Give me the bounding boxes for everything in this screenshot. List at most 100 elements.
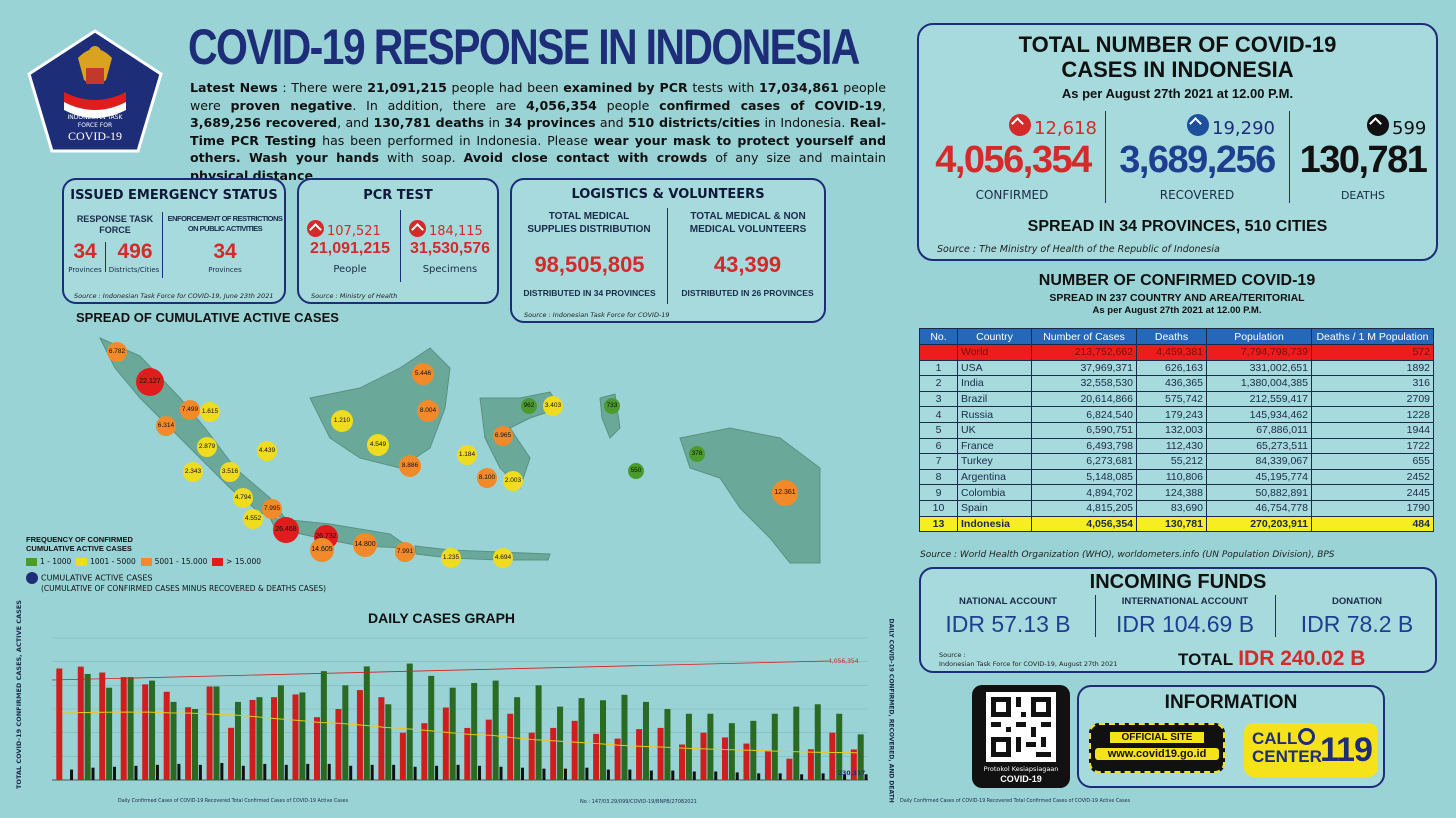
recovered-bar xyxy=(514,697,521,780)
qr-code-card[interactable]: Protokol Kesiapsiagaan COVID-19 xyxy=(972,685,1070,788)
map-bubble: 2.343 xyxy=(183,462,203,482)
table-cell: 50,882,891 xyxy=(1206,484,1312,501)
table-cell: 2452 xyxy=(1311,468,1434,486)
death-bar xyxy=(671,770,675,780)
death-bar xyxy=(864,774,868,780)
legend-label: 1 - 1000 xyxy=(40,557,72,566)
confirmed-bar xyxy=(850,749,857,780)
death-bar xyxy=(112,766,116,780)
table-cell: France xyxy=(957,437,1032,455)
legend-swatch-green xyxy=(26,558,37,566)
death-bar xyxy=(413,766,417,780)
chart-footer: No : 147/03.29/099/COVID-19/BNPB/2708202… xyxy=(580,799,697,805)
emergency-l3: Provinces xyxy=(208,266,242,274)
recovered-bar xyxy=(213,686,220,780)
pcr-title: PCR TEST xyxy=(363,188,433,203)
confirmed-bar xyxy=(442,707,449,780)
legend-title-2: CUMULATIVE ACTIVE CASES xyxy=(26,544,132,553)
death-bar xyxy=(220,762,224,780)
table-cell: Spain xyxy=(957,499,1032,517)
chart-title: DAILY CASES GRAPH xyxy=(368,610,516,626)
confirmed-bar xyxy=(142,684,149,780)
death-bar xyxy=(177,763,181,780)
recovered-bar xyxy=(406,663,413,780)
news-text: 4,056,354 xyxy=(525,97,597,113)
news-text: 510 districts/cities xyxy=(628,115,761,130)
confirmed-bar xyxy=(163,691,170,780)
up-arrow-icon xyxy=(409,220,426,237)
recovered-bar xyxy=(600,700,607,780)
table-cell: 5 xyxy=(919,421,958,439)
table-cell: Colombia xyxy=(957,484,1032,501)
table-cell: 132,003 xyxy=(1136,421,1207,439)
table-cell: 270,203,911 xyxy=(1206,515,1312,533)
death-bar xyxy=(843,774,847,780)
funds-v3: IDR 78.2 B xyxy=(1300,611,1414,637)
table-cell: 8 xyxy=(919,468,958,486)
emergency-l1: Provinces xyxy=(68,266,102,274)
map-bubble: 4.552 xyxy=(243,509,263,529)
news-text: with soap. xyxy=(379,150,464,165)
table-cell: 9 xyxy=(919,484,958,501)
pcr-people: 21,091,215 xyxy=(309,240,391,257)
map-bubble: 8.886 xyxy=(399,455,421,477)
table-cell: 84,339,067 xyxy=(1206,453,1312,470)
news-text: Avoid close contact with crowds xyxy=(463,150,708,165)
recovered-label: RECOVERED xyxy=(1159,188,1235,202)
map-bubble: 8.100 xyxy=(477,468,497,488)
table-cell: 4,459,381 xyxy=(1136,344,1207,361)
news-text: , xyxy=(882,97,887,113)
logistics-v1: 98,505,805 xyxy=(534,252,645,277)
world-source: Source : World Health Organization (WHO)… xyxy=(920,550,1335,560)
funds-source-2: Indonesian Task Force for COVID-19, Augu… xyxy=(939,660,1118,668)
map-bubble: 6.782 xyxy=(107,342,127,362)
legend-note: CUMULATIVE ACTIVE CASES xyxy=(26,572,326,584)
map-bubble: 1.210 xyxy=(331,410,353,432)
news-text: of any size and maintain xyxy=(707,150,886,165)
funds-source-1: Source : xyxy=(939,651,966,659)
pcr-inc1: 107,521 xyxy=(307,220,381,239)
death-bar xyxy=(284,764,288,780)
table-cell: 37,969,371 xyxy=(1031,359,1137,377)
table-cell: 626,163 xyxy=(1136,359,1207,377)
table-cell: 83,690 xyxy=(1136,499,1207,517)
table-cell: 4 xyxy=(919,406,958,423)
funds-v2: IDR 104.69 B xyxy=(1115,611,1255,637)
news-text: : There were xyxy=(277,80,368,95)
funds-title: INCOMING FUNDS xyxy=(1089,571,1267,593)
death-bar xyxy=(520,767,524,780)
official-site-label: OFFICIAL SITE xyxy=(1110,732,1204,743)
deaths-label: DEATHS xyxy=(1340,189,1386,202)
table-cell: 1228 xyxy=(1311,406,1434,423)
legend-swatch-red xyxy=(212,558,224,566)
table-cell: 4,815,205 xyxy=(1031,499,1137,517)
confirmed-bar xyxy=(593,733,600,780)
map-bubble: 8.004 xyxy=(417,400,439,422)
table-row: 2 India 32,558,530 436,365 1,380,004,385 316 xyxy=(919,375,1434,392)
table-cell: 32,558,530 xyxy=(1031,375,1137,392)
task-force-logo: INDONESIAN TASK FORCE FOR COVID-19 xyxy=(26,28,164,154)
death-bar xyxy=(735,772,739,780)
news-text: 21,091,215 xyxy=(367,80,447,95)
world-title: NUMBER OF CONFIRMED COVID-19 xyxy=(1038,272,1316,289)
death-bar xyxy=(327,763,331,780)
world-subtitle: SPREAD IN 237 COUNTRY AND AREA/TERITORIA… xyxy=(1049,292,1305,304)
logistics-source: Source : Indonesian Task Force for COVID… xyxy=(524,311,670,319)
table-cell: 6,590,751 xyxy=(1031,421,1137,439)
table-row: 6 France 6,493,798 112,430 65,273,511 1722 xyxy=(919,437,1434,455)
official-site-button[interactable]: OFFICIAL SITE www.covid19.go.id xyxy=(1089,723,1225,773)
news-text: people xyxy=(596,97,660,113)
legend-note-2: (CUMULATIVE OF CONFIRMED CASES MINUS REC… xyxy=(41,584,327,593)
table-row: 7 Turkey 6,273,681 55,212 84,339,067 655 xyxy=(919,453,1434,470)
logistics-f2: DISTRIBUTED IN 26 PROVINCES xyxy=(681,288,814,298)
table-cell: 2445 xyxy=(1311,484,1434,501)
table-cell: 7,794,798,739 xyxy=(1206,344,1312,361)
table-cell: 6,493,798 xyxy=(1031,437,1137,455)
call-center-button[interactable]: CALL CENTER 119 xyxy=(1244,723,1378,777)
table-cell: Turkey xyxy=(957,453,1032,470)
table-cell: 4,056,354 xyxy=(1031,515,1137,533)
call-center-line2: CENTER xyxy=(1252,747,1322,766)
col-header: No. xyxy=(919,328,958,345)
table-cell: 6,273,681 xyxy=(1031,453,1137,470)
confirmed-bar xyxy=(829,732,836,780)
